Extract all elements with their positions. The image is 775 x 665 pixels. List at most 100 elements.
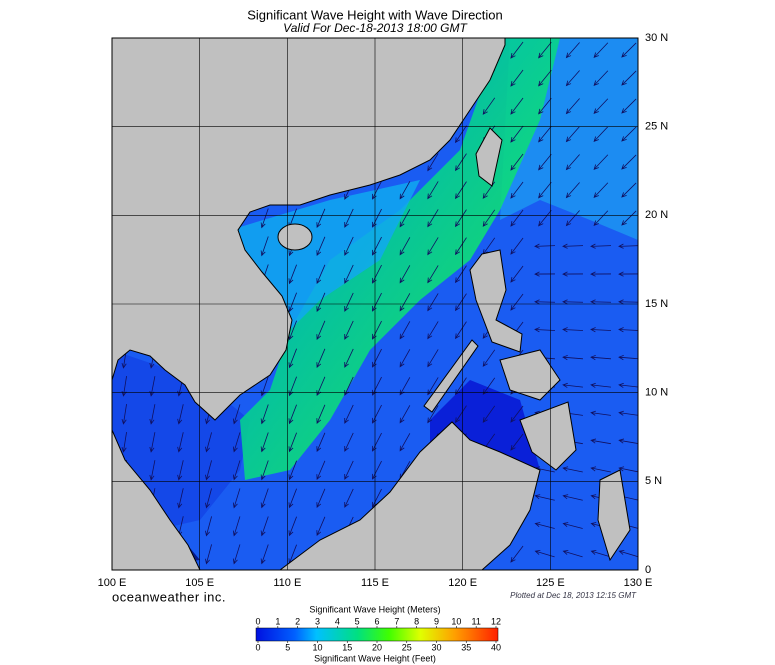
arrow — [593, 182, 609, 198]
arrow — [534, 271, 556, 277]
feet-tick-label: 40 — [491, 642, 501, 652]
arrow — [538, 126, 552, 143]
meters-tick-label: 10 — [451, 616, 461, 626]
arrow — [288, 516, 297, 537]
arrow — [149, 460, 156, 481]
lat-tick-label: 30 N — [645, 32, 668, 44]
arrow — [260, 432, 269, 453]
arrow — [399, 349, 411, 368]
arrow — [288, 292, 297, 313]
arrow — [562, 522, 583, 529]
arrow — [621, 70, 637, 86]
arrow — [344, 292, 354, 312]
arrow — [593, 126, 609, 142]
arrow — [562, 494, 583, 501]
arrow — [316, 488, 326, 509]
colorbar-ticks: 0 1 2 3 4 5 6 7 8 9 10 11 120 5 10 15 20 25 30 35 40 — [255, 616, 501, 652]
arrow — [534, 522, 555, 529]
arrow — [427, 153, 439, 172]
arrow — [562, 327, 584, 333]
arrow — [590, 410, 611, 416]
meters-tick-label: 6 — [374, 616, 379, 626]
lon-tick-label: 100 E — [98, 577, 127, 589]
meters-tick-label: 11 — [471, 616, 480, 626]
feet-tick-label: 20 — [372, 642, 382, 652]
arrow — [510, 153, 524, 171]
arrow — [593, 210, 609, 226]
map-frame — [111, 37, 639, 571]
arrow — [399, 237, 411, 256]
arrow — [260, 236, 269, 257]
arrow — [562, 466, 583, 473]
arrow — [205, 460, 212, 481]
lon-tick-label: 125 E — [536, 577, 565, 589]
credit: oceanweather inc. — [112, 589, 226, 604]
arrow — [232, 516, 241, 537]
arrow — [510, 405, 524, 423]
feet-tick-label: 10 — [312, 642, 322, 652]
arrow — [232, 544, 241, 565]
arrow — [593, 70, 609, 86]
arrow — [534, 243, 556, 249]
arrow — [621, 154, 637, 170]
arrow — [288, 460, 297, 481]
arrow — [344, 460, 354, 480]
arrow — [427, 265, 439, 284]
arrow — [455, 153, 467, 172]
arrow — [510, 433, 524, 451]
arrow — [427, 237, 439, 256]
mainland — [112, 38, 506, 421]
meters-tick-label: 0 — [255, 616, 260, 626]
arrow — [510, 293, 524, 311]
colorbar-title-meters: Significant Wave Height (Meters) — [309, 604, 440, 614]
arrow — [232, 404, 241, 425]
arrow — [538, 70, 552, 87]
arrow — [316, 264, 326, 285]
arrow — [427, 181, 439, 200]
arrow — [618, 410, 638, 416]
arrow — [288, 404, 297, 425]
arrow — [590, 355, 611, 361]
arrow — [562, 382, 583, 388]
feet-tick-label: 15 — [342, 642, 352, 652]
arrow — [590, 327, 612, 333]
arrow — [565, 210, 580, 227]
arrow — [288, 432, 297, 453]
arrow — [593, 98, 609, 114]
meters-tick-label: 5 — [355, 616, 360, 626]
arrow — [590, 549, 611, 558]
land — [112, 38, 631, 570]
arrow — [205, 432, 212, 453]
arrow — [316, 348, 326, 369]
arrow — [618, 355, 638, 361]
arrow — [399, 293, 411, 312]
arrow — [427, 349, 439, 368]
arrow — [316, 236, 326, 257]
meters-tick-label: 9 — [434, 616, 439, 626]
arrow — [534, 549, 555, 558]
arrow — [455, 293, 467, 312]
arrow — [590, 438, 611, 445]
arrow — [565, 182, 580, 199]
arrow — [344, 320, 354, 340]
borneo — [279, 421, 541, 570]
arrow — [565, 126, 580, 143]
arrow — [344, 348, 354, 368]
lon-tick-label: 130 E — [624, 577, 653, 589]
plotted-note: Plotted at Dec 18, 2013 12:15 GMT — [510, 591, 637, 600]
tick-labels: 100 E 105 E 110 E 115 E 120 E 125 E 130 E0 5 N 1… — [98, 32, 669, 589]
sulawesi — [597, 469, 631, 562]
arrow — [260, 460, 269, 481]
arrow — [565, 98, 580, 115]
arrow — [177, 460, 184, 481]
arrow — [565, 42, 580, 59]
lat-tick-label: 20 N — [645, 209, 668, 221]
meters-tick-label: 8 — [414, 616, 419, 626]
arrow — [427, 321, 439, 340]
arrow — [288, 376, 297, 397]
arrow — [288, 488, 297, 509]
malay-peninsula — [112, 429, 201, 570]
arrow — [232, 460, 241, 481]
arrow — [538, 154, 552, 171]
arrow — [562, 355, 583, 361]
